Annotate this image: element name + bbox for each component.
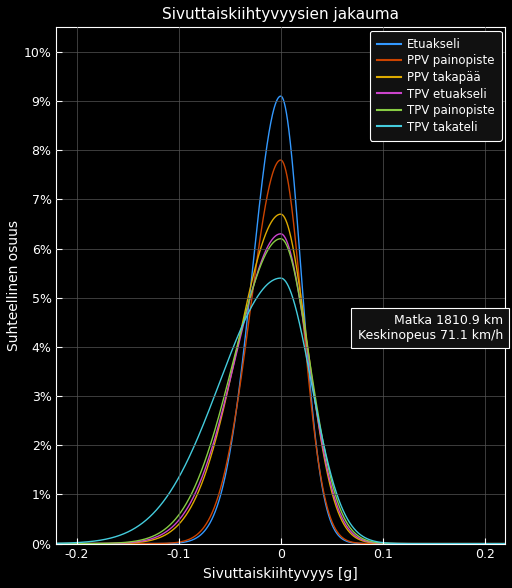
Line: TPV takateli: TPV takateli xyxy=(56,278,505,544)
Etuakseli xyxy=(245,309,251,316)
Title: Sivuttaiskiihtyvyysien jakauma: Sivuttaiskiihtyvyysien jakauma xyxy=(162,7,399,22)
TPV painopiste xyxy=(104,540,111,547)
PPV takapää xyxy=(104,540,111,547)
Etuakseli xyxy=(104,540,111,547)
TPV etuakseli xyxy=(245,303,251,310)
PPV takapää xyxy=(53,540,59,547)
TPV etuakseli xyxy=(225,383,231,390)
PPV painopiste xyxy=(225,451,231,458)
Etuakseli xyxy=(493,540,499,547)
TPV etuakseli xyxy=(493,540,499,547)
Line: TPV etuakseli: TPV etuakseli xyxy=(56,234,505,544)
Etuakseli xyxy=(502,540,508,547)
PPV painopiste xyxy=(493,540,499,547)
PPV takapää xyxy=(245,295,251,302)
Etuakseli xyxy=(131,540,137,547)
TPV etuakseli xyxy=(278,230,284,238)
TPV painopiste xyxy=(53,540,59,547)
TPV takateli xyxy=(445,540,451,547)
PPV painopiste xyxy=(53,540,59,547)
TPV takateli xyxy=(53,540,59,547)
Line: TPV painopiste: TPV painopiste xyxy=(56,239,505,544)
PPV takapää xyxy=(131,539,137,546)
TPV painopiste xyxy=(131,538,137,545)
X-axis label: Sivuttaiskiihtyvyys [g]: Sivuttaiskiihtyvyys [g] xyxy=(203,567,358,581)
TPV takateli xyxy=(493,540,499,547)
Etuakseli xyxy=(278,92,284,99)
Etuakseli xyxy=(225,456,231,463)
PPV takapää xyxy=(225,384,231,391)
PPV painopiste xyxy=(502,540,508,547)
TPV etuakseli xyxy=(445,540,451,547)
TPV painopiste xyxy=(225,376,231,383)
Line: PPV painopiste: PPV painopiste xyxy=(56,160,505,544)
PPV painopiste xyxy=(104,540,111,547)
Etuakseli xyxy=(445,540,451,547)
Legend: Etuakseli, PPV painopiste, PPV takapää, TPV etuakseli, TPV painopiste, TPV takat: Etuakseli, PPV painopiste, PPV takapää, … xyxy=(370,31,502,141)
PPV painopiste xyxy=(245,325,251,332)
TPV takateli xyxy=(245,310,251,318)
Y-axis label: Suhteellinen osuus: Suhteellinen osuus xyxy=(7,220,21,351)
TPV etuakseli xyxy=(502,540,508,547)
TPV etuakseli xyxy=(104,540,111,547)
PPV painopiste xyxy=(131,540,137,547)
TPV painopiste xyxy=(445,540,451,547)
PPV takapää xyxy=(445,540,451,547)
TPV takateli xyxy=(104,535,111,542)
PPV painopiste xyxy=(278,156,284,163)
Etuakseli xyxy=(53,540,59,547)
TPV takateli xyxy=(278,275,284,282)
TPV etuakseli xyxy=(131,539,137,546)
Line: Etuakseli: Etuakseli xyxy=(56,96,505,544)
PPV takapää xyxy=(493,540,499,547)
TPV painopiste xyxy=(245,302,251,309)
TPV takateli xyxy=(502,540,508,547)
PPV takapää xyxy=(278,211,284,218)
TPV painopiste xyxy=(502,540,508,547)
TPV takateli xyxy=(225,356,231,363)
Line: PPV takapää: PPV takapää xyxy=(56,214,505,544)
PPV takapää xyxy=(502,540,508,547)
PPV painopiste xyxy=(445,540,451,547)
Text: Matka 1810.9 km
Keskinopeus 71.1 km/h: Matka 1810.9 km Keskinopeus 71.1 km/h xyxy=(357,314,503,342)
TPV painopiste xyxy=(493,540,499,547)
TPV takateli xyxy=(131,525,137,532)
TPV painopiste xyxy=(278,235,284,242)
TPV etuakseli xyxy=(53,540,59,547)
